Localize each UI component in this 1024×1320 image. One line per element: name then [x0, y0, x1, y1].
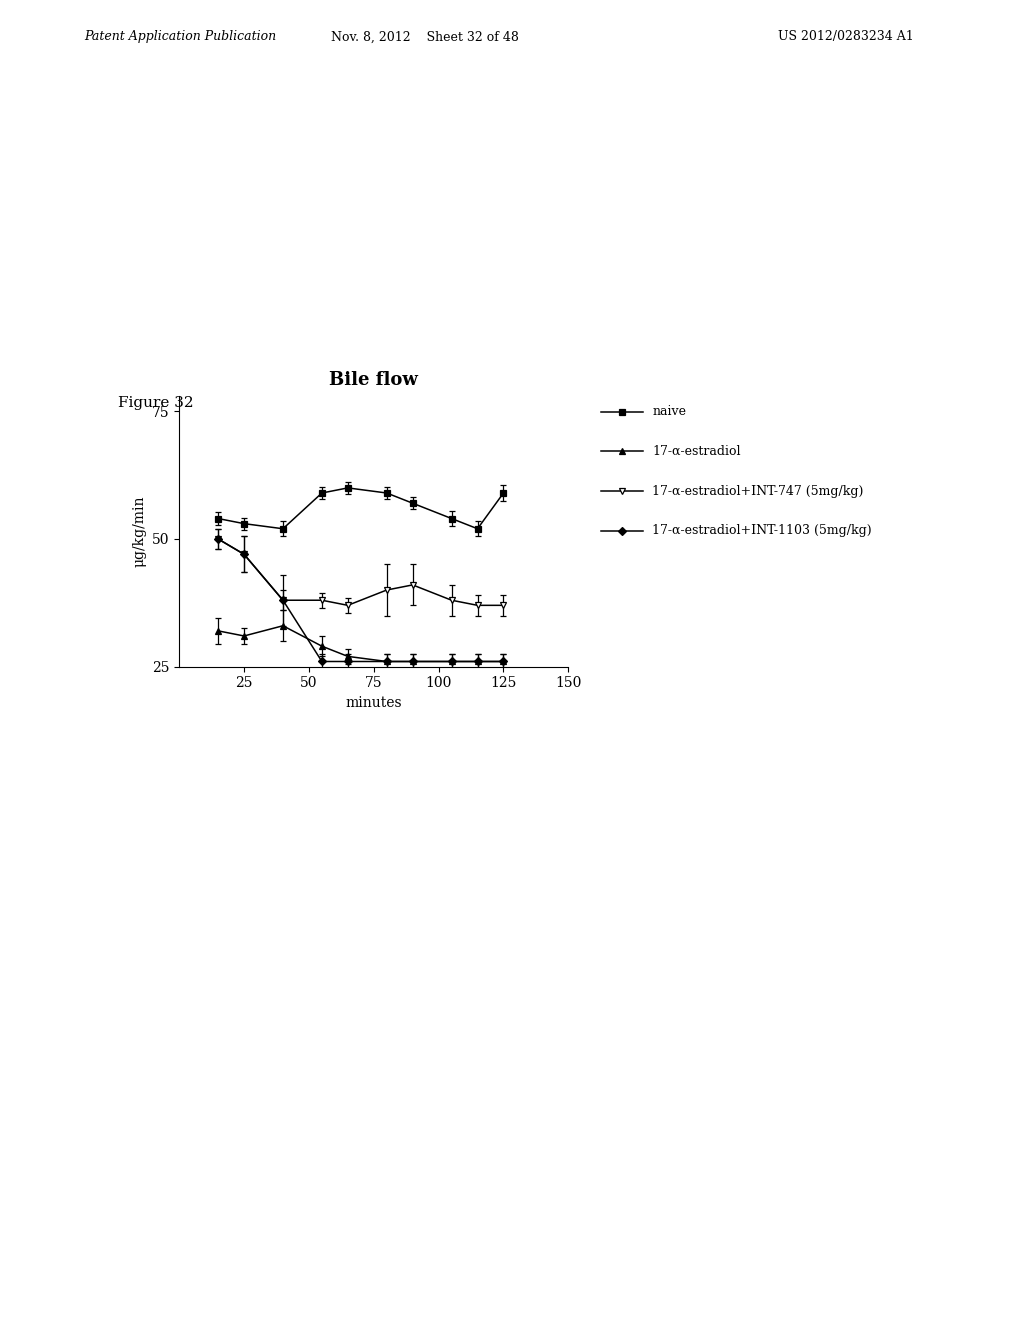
Text: Patent Application Publication: Patent Application Publication [84, 30, 276, 44]
Text: 17-α-estradiol+INT-1103 (5mg/kg): 17-α-estradiol+INT-1103 (5mg/kg) [652, 524, 871, 537]
Text: naive: naive [652, 405, 686, 418]
Title: Bile flow: Bile flow [330, 371, 418, 389]
Text: Nov. 8, 2012    Sheet 32 of 48: Nov. 8, 2012 Sheet 32 of 48 [331, 30, 519, 44]
Text: 17-α-estradiol: 17-α-estradiol [652, 445, 740, 458]
Text: US 2012/0283234 A1: US 2012/0283234 A1 [778, 30, 914, 44]
Text: Figure 32: Figure 32 [118, 396, 194, 411]
Text: 17-α-estradiol+INT-747 (5mg/kg): 17-α-estradiol+INT-747 (5mg/kg) [652, 484, 863, 498]
Y-axis label: μg/kg/min: μg/kg/min [132, 495, 146, 568]
X-axis label: minutes: minutes [345, 696, 402, 710]
